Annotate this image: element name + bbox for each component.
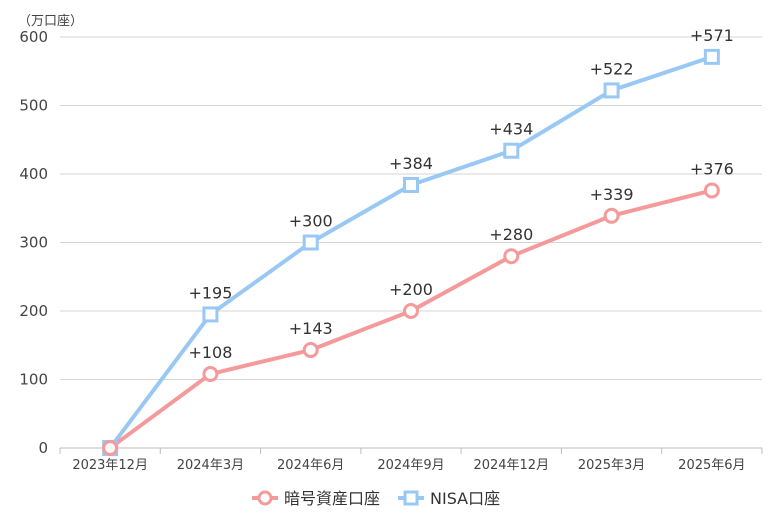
y-tick-label: 600 <box>19 28 48 46</box>
data-point <box>302 342 319 359</box>
legend-label: 暗号資産口座 <box>284 489 380 508</box>
y-tick-label: 300 <box>19 234 48 252</box>
y-tick-label: 100 <box>19 371 48 389</box>
data-label: +339 <box>590 185 634 204</box>
data-label: +384 <box>389 154 433 173</box>
data-point <box>503 142 520 159</box>
data-label: +195 <box>188 283 232 302</box>
legend: 暗号資産口座 NISA口座 <box>252 489 500 508</box>
y-axis: 0 100 200 300 400 500 600 <box>19 28 48 457</box>
series-line <box>108 54 714 450</box>
data-point <box>202 306 219 323</box>
data-label: +300 <box>289 212 333 231</box>
data-label: +200 <box>389 280 433 299</box>
legend-label: NISA口座 <box>430 489 500 508</box>
data-point <box>302 234 319 251</box>
data-label: +434 <box>489 120 533 139</box>
series-line <box>108 188 714 450</box>
data-point <box>503 248 520 265</box>
data-label: +108 <box>188 343 232 362</box>
data-label: +571 <box>690 26 734 45</box>
legend-marker <box>403 490 419 506</box>
y-tick-label: 0 <box>38 439 48 457</box>
data-label: +280 <box>489 225 533 244</box>
series-group: +195 +300 +384 +434 +522 +571 +108 +143 +200 +280… <box>102 26 734 456</box>
x-tick-label: 2024年6月 <box>277 458 344 473</box>
data-label: +143 <box>289 319 333 338</box>
data-point <box>603 207 620 224</box>
data-point <box>703 182 720 199</box>
x-tick-label: 2024年3月 <box>177 458 244 473</box>
y-axis-unit-label: （万口座） <box>18 14 83 29</box>
data-point <box>403 303 419 319</box>
x-tick-label: 2023年12月 <box>72 458 148 473</box>
data-point <box>102 440 119 456</box>
data-label: +376 <box>690 159 734 178</box>
gridlines <box>60 36 762 449</box>
x-tick-label: 2024年12月 <box>473 458 549 473</box>
x-tick-label: 2024年9月 <box>377 458 444 473</box>
data-point <box>403 176 419 193</box>
data-point <box>603 82 620 99</box>
x-axis: 2023年12月 2024年3月 2024年6月 2024年9月 2024年12月 202… <box>59 448 763 473</box>
y-tick-label: 200 <box>19 302 48 320</box>
y-tick-label: 400 <box>19 165 48 183</box>
x-tick-label: 2025年3月 <box>578 458 645 473</box>
legend-marker <box>257 490 273 506</box>
data-point <box>202 366 219 383</box>
x-tick-label: 2025年6月 <box>678 458 745 473</box>
data-label: +522 <box>590 59 634 78</box>
data-point <box>703 48 720 65</box>
y-tick-label: 500 <box>19 97 48 115</box>
